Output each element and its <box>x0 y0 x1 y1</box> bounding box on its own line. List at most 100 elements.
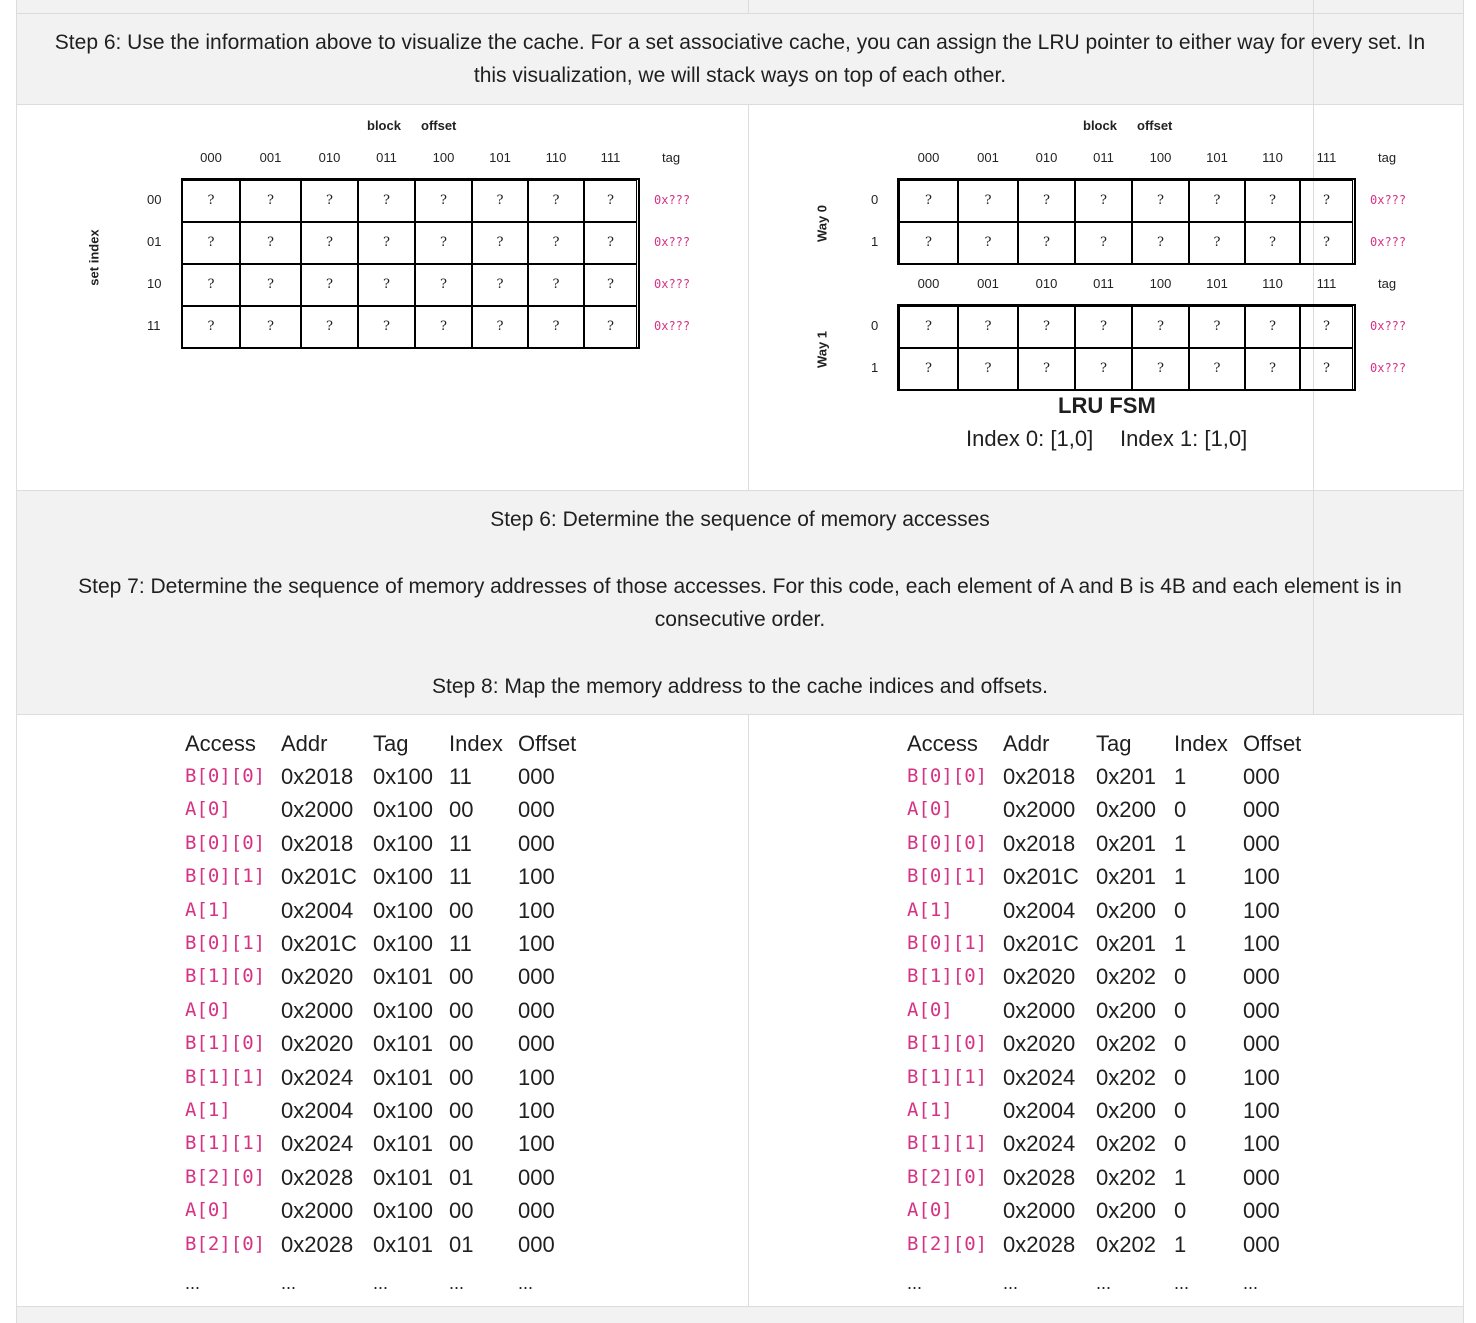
ellipsis: ... <box>185 1273 201 1293</box>
addr-cell: 0x2000 <box>281 1198 354 1224</box>
cache-cell: ? <box>240 264 301 306</box>
cache-cell: ? <box>1075 222 1132 264</box>
offset-cell: 000 <box>1243 830 1280 856</box>
access-cell: B[1][1] <box>907 1065 988 1088</box>
index-cell: 0 <box>1174 964 1187 990</box>
table-header: Addr <box>1003 731 1050 756</box>
cache-cell: ? <box>240 306 301 348</box>
cache-cell: ? <box>358 180 415 222</box>
cache-cell: ? <box>472 306 528 348</box>
ellipsis: ... <box>1174 1273 1190 1293</box>
overlay-divider <box>1313 0 1314 714</box>
tag-cell: 0x202 <box>1096 1231 1156 1257</box>
index-cell: 00 <box>449 964 474 990</box>
addr-cell: 0x2024 <box>1003 1064 1076 1090</box>
cache-cell: ? <box>1132 180 1189 222</box>
access-cell: B[2][0] <box>185 1165 266 1188</box>
index-cell: 0 <box>1174 1198 1187 1224</box>
offset-cell: 100 <box>1243 897 1280 923</box>
row-divider <box>16 490 1464 491</box>
cache-cell: ? <box>958 348 1018 390</box>
offset-cell: 100 <box>518 864 555 890</box>
tag-cell: 0x101 <box>373 1164 433 1190</box>
step8-text: Step 8: Map the memory address to the ca… <box>432 675 1048 698</box>
index-cell: 0 <box>1174 997 1187 1023</box>
cache-cell: ? <box>182 222 240 264</box>
column-divider-mid <box>748 104 749 490</box>
offset-header: 110 <box>1262 150 1283 165</box>
addr-cell: 0x2018 <box>1003 830 1076 856</box>
offset-cell: 100 <box>518 1064 555 1090</box>
access-cell: A[0] <box>907 998 953 1021</box>
ellipsis: ... <box>907 1273 923 1293</box>
index-cell: 01 <box>449 1164 474 1190</box>
access-cell: B[0][0] <box>907 765 988 787</box>
cache-cell: ? <box>358 264 415 306</box>
access-cell: A[0] <box>185 998 231 1021</box>
access-cell: A[1] <box>907 898 953 921</box>
access-cell: A[0] <box>185 798 231 821</box>
offset-cell: 000 <box>518 764 555 789</box>
tag-cell: 0x100 <box>373 1198 433 1224</box>
cache-cell: ? <box>1245 180 1300 222</box>
access-cell: B[0][1] <box>185 932 266 954</box>
step6-header-band <box>16 0 1464 104</box>
cache-cell: ? <box>584 222 637 264</box>
index-cell: 00 <box>449 997 474 1023</box>
tag-header: tag <box>1378 150 1397 165</box>
cache-cell: ? <box>1018 222 1075 264</box>
cache-cell: ? <box>899 180 958 222</box>
access-cell: A[0] <box>185 1199 231 1222</box>
cache-cell: ? <box>1075 348 1132 390</box>
index-cell: 0 <box>1174 897 1187 923</box>
tag-cell: 0x101 <box>373 1231 433 1257</box>
tag-header: tag <box>662 150 681 165</box>
step7-text: Step 7: Determine the sequence of memory… <box>78 575 1402 631</box>
offset-cell: 000 <box>1243 1031 1280 1057</box>
offset-header: 010 <box>1035 150 1058 165</box>
cache-cell: ? <box>899 306 958 348</box>
set-index-value: 00 <box>147 192 162 207</box>
table-header: Tag <box>373 731 409 756</box>
offset-header: 100 <box>1149 150 1172 165</box>
access-cell: A[1] <box>185 898 231 921</box>
tag-cell: 0x201 <box>1096 931 1156 956</box>
offset-header: 001 <box>977 276 999 291</box>
table-header: Access <box>185 731 256 756</box>
offset-label: offset <box>1137 118 1173 133</box>
step6-sequence-text: Step 6: Determine the sequence of memory… <box>490 508 990 531</box>
addr-cell: 0x201C <box>1003 864 1079 890</box>
cache-cell: ? <box>1189 306 1245 348</box>
access-cell: B[0][0] <box>907 831 988 854</box>
frame-right-border <box>1463 0 1464 1323</box>
addr-cell: 0x2024 <box>281 1131 354 1157</box>
access-cell: B[0][1] <box>907 932 988 954</box>
table-header: Tag <box>1096 731 1132 756</box>
access-cell: B[2][0] <box>907 1232 988 1255</box>
offset-header: 101 <box>489 150 511 165</box>
addr-cell: 0x2024 <box>1003 1131 1076 1157</box>
way-row-index: 1 <box>871 234 879 249</box>
cache-cell: ? <box>1300 180 1353 222</box>
access-cell: B[1][0] <box>907 1032 988 1055</box>
offset-header: 001 <box>259 150 282 165</box>
offset-header: 011 <box>1093 150 1114 165</box>
way-row-index: 0 <box>871 192 879 207</box>
cache-cell: ? <box>472 264 528 306</box>
tag-value: 0x??? <box>1370 319 1407 333</box>
addr-cell: 0x2000 <box>281 797 354 823</box>
way-row-index: 0 <box>871 318 879 333</box>
cache-cell: ? <box>528 180 584 222</box>
addr-cell: 0x2000 <box>1003 797 1076 823</box>
index-cell: 01 <box>449 1231 474 1257</box>
tag-cell: 0x200 <box>1096 1098 1156 1123</box>
addr-cell: 0x201C <box>1003 931 1079 956</box>
column-divider-top <box>748 0 749 14</box>
cache-cell: ? <box>958 180 1018 222</box>
offset-header: 100 <box>1149 276 1172 291</box>
offset-cell: 000 <box>1243 1164 1280 1190</box>
way0-grid <box>897 178 1356 265</box>
index-cell: 1 <box>1174 931 1187 956</box>
cache-cell: ? <box>472 222 528 264</box>
table-header: Offset <box>518 731 577 756</box>
